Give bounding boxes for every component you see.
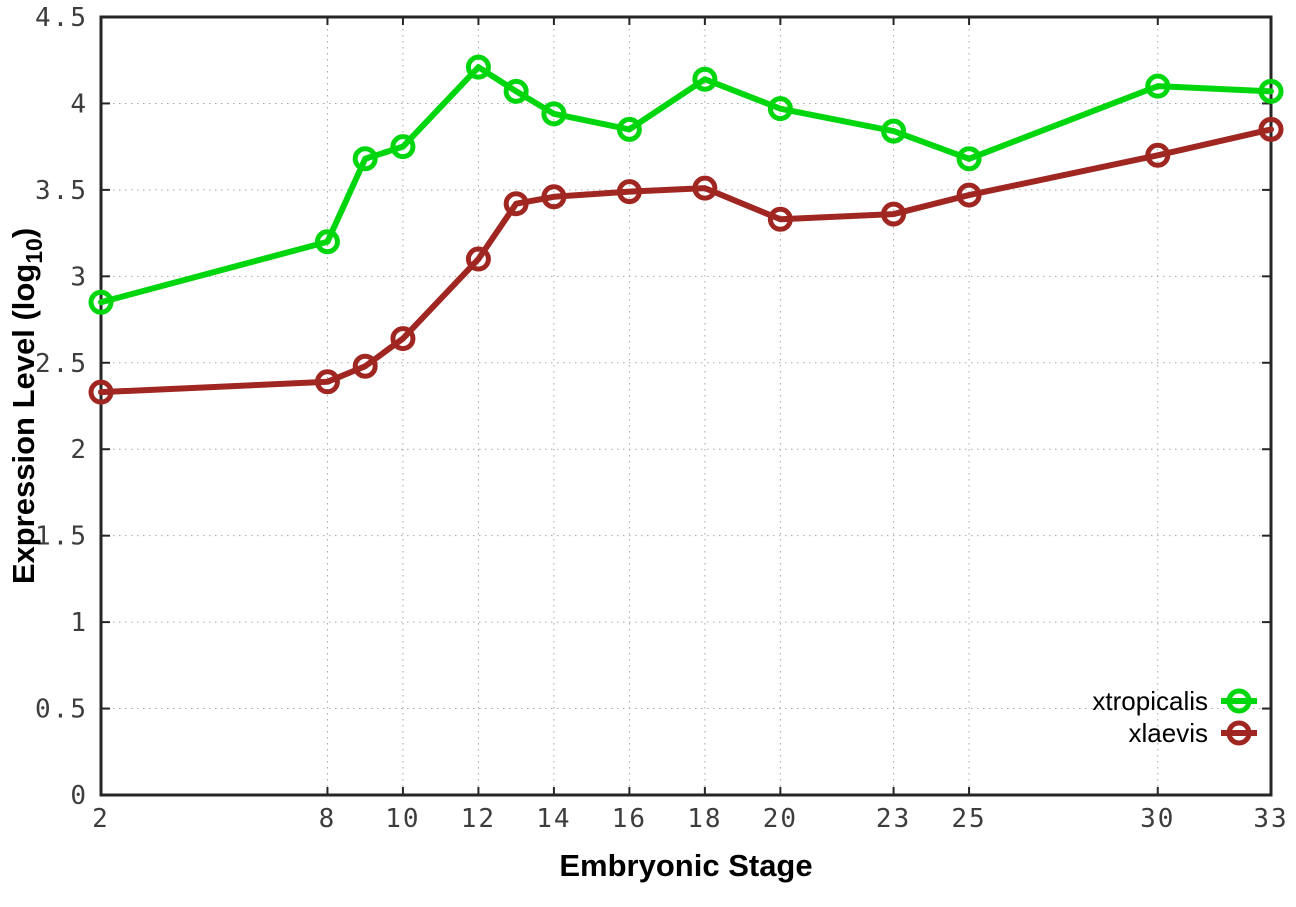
data-point-xlaevis xyxy=(767,206,793,232)
plot-border xyxy=(99,15,1273,797)
data-point-xlaevis xyxy=(956,182,982,208)
y-tick-label: 1 xyxy=(70,608,88,638)
data-point-xlaevis xyxy=(352,353,378,379)
legend-label-xtropicalis: xtropicalis xyxy=(1092,686,1208,716)
data-point-xlaevis xyxy=(390,326,416,352)
axis-ticks xyxy=(100,16,1272,796)
data-point-xtropicalis xyxy=(352,146,378,172)
x-tick-label: 12 xyxy=(461,804,496,834)
x-tick-label: 33 xyxy=(1253,804,1288,834)
y-tick-label: 2.5 xyxy=(35,349,88,379)
data-point-xtropicalis xyxy=(767,96,793,122)
series-xlaevis xyxy=(88,116,1284,405)
data-point-xtropicalis xyxy=(881,118,907,144)
series-xtropicalis xyxy=(88,54,1284,315)
x-axis-title: Embryonic Stage xyxy=(559,848,812,883)
data-point-xlaevis xyxy=(692,175,718,201)
x-tick-label: 8 xyxy=(319,804,337,834)
data-point-xlaevis xyxy=(314,369,340,395)
x-tick-label: 20 xyxy=(763,804,798,834)
data-point-xtropicalis xyxy=(541,101,567,127)
legend-label-xlaevis: xlaevis xyxy=(1129,718,1208,748)
data-point-xtropicalis xyxy=(1145,73,1171,99)
x-tick-label: 25 xyxy=(951,804,986,834)
x-tick-label: 18 xyxy=(687,804,722,834)
grid xyxy=(101,17,1271,795)
data-point-xlaevis xyxy=(881,201,907,227)
y-tick-label: 2 xyxy=(70,435,88,465)
x-tick-label: 10 xyxy=(385,804,420,834)
y-tick-label: 0 xyxy=(70,781,88,811)
legend-marker-icon-xlaevis xyxy=(1226,720,1252,746)
y-axis-title: Expression Level (log10) xyxy=(6,228,47,584)
series-line-xlaevis xyxy=(98,126,1274,396)
data-point-xlaevis xyxy=(616,179,642,205)
y-axis-title-subscript: 10 xyxy=(21,238,47,264)
y-axis-title-suffix: ) xyxy=(6,228,41,238)
data-point-xtropicalis xyxy=(1258,78,1284,104)
x-tick-label: 16 xyxy=(612,804,647,834)
x-tick-label: 23 xyxy=(876,804,911,834)
data-point-xtropicalis xyxy=(956,146,982,172)
y-axis-title-main: Expression Level (log xyxy=(6,264,41,584)
legend-marker-icon-xtropicalis xyxy=(1226,688,1252,714)
data-point-xlaevis xyxy=(1258,116,1284,142)
x-tick-label: 30 xyxy=(1140,804,1175,834)
data-point-xlaevis xyxy=(1145,142,1171,168)
data-point-xlaevis xyxy=(503,191,529,217)
data-point-xtropicalis xyxy=(88,289,114,315)
data-point-xlaevis xyxy=(465,246,491,272)
x-tick-label: 14 xyxy=(536,804,571,834)
x-tick-label: 2 xyxy=(92,804,110,834)
data-point-xtropicalis xyxy=(465,54,491,80)
data-point-xlaevis xyxy=(88,379,114,405)
data-point-xtropicalis xyxy=(616,116,642,142)
y-tick-label: 1.5 xyxy=(35,522,88,552)
series-line-xtropicalis xyxy=(98,64,1274,306)
data-point-xtropicalis xyxy=(692,66,718,92)
y-tick-label: 0.5 xyxy=(35,695,88,725)
tick-labels: 2 8 10 12 14 16 18 20 23 25 30 33 0 0.5 1 1.5 2 2.5 3 3.5 4 4… xyxy=(35,3,1288,834)
y-tick-label: 3.5 xyxy=(35,176,88,206)
y-tick-label: 3 xyxy=(70,262,88,292)
y-tick-label: 4 xyxy=(70,89,88,119)
data-point-xtropicalis xyxy=(314,229,340,255)
data-point-xtropicalis xyxy=(390,134,416,160)
data-point-xlaevis xyxy=(541,184,567,210)
y-tick-label: 4.5 xyxy=(35,3,88,33)
data-point-xtropicalis xyxy=(503,78,529,104)
